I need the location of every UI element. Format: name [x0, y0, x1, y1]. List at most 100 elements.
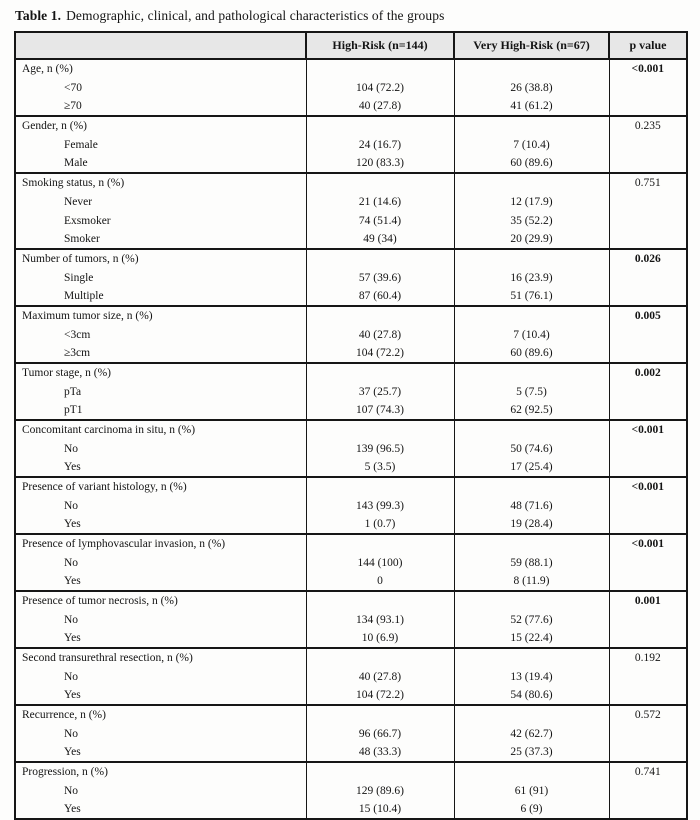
table-caption: Table 1. Demographic, clinical, and patho… [15, 8, 686, 24]
cell-p-value [608, 743, 688, 762]
cell-very-high-risk: 50 (74.6) [453, 439, 610, 458]
cell-p-value: 0.192 [608, 647, 688, 667]
cell-very-high-risk: 48 (71.6) [453, 496, 610, 515]
row-label: Yes [14, 458, 307, 477]
cell-p-value [608, 724, 688, 743]
cell-very-high-risk [453, 647, 610, 667]
group-label: Presence of lymphovascular invasion, n (… [14, 533, 307, 553]
cell-high-risk [305, 533, 455, 553]
group-label: Concomitant carcinoma in situ, n (%) [14, 419, 307, 439]
row-label: No [14, 781, 307, 800]
cell-high-risk: 40 (27.8) [305, 325, 455, 344]
row-label: No [14, 610, 307, 629]
cell-p-value [608, 154, 688, 173]
cell-p-value [608, 686, 688, 705]
cell-p-value: 0.572 [608, 704, 688, 724]
cell-p-value: 0.235 [608, 115, 688, 135]
cell-high-risk: 134 (93.1) [305, 610, 455, 629]
cell-p-value: <0.001 [608, 419, 688, 439]
cell-high-risk: 120 (83.3) [305, 154, 455, 173]
cell-very-high-risk [453, 590, 610, 610]
row-label: ≥3cm [14, 344, 307, 363]
cell-high-risk [305, 476, 455, 496]
row-label: Yes [14, 800, 307, 819]
cell-high-risk [305, 704, 455, 724]
row-label: Single [14, 268, 307, 287]
data-row: No 143 (99.3) 48 (71.6) [14, 496, 688, 515]
cell-high-risk: 57 (39.6) [305, 268, 455, 287]
cell-high-risk [305, 58, 455, 78]
cell-very-high-risk [453, 476, 610, 496]
cell-p-value [608, 439, 688, 458]
cell-very-high-risk: 6 (9) [453, 800, 610, 819]
group-label: Smoking status, n (%) [14, 172, 307, 192]
cell-high-risk: 144 (100) [305, 553, 455, 572]
cell-very-high-risk: 26 (38.8) [453, 78, 610, 97]
row-label: <70 [14, 78, 307, 97]
row-label: pT1 [14, 401, 307, 420]
cell-high-risk: 96 (66.7) [305, 724, 455, 743]
group-label: Presence of variant histology, n (%) [14, 476, 307, 496]
cell-p-value: <0.001 [608, 58, 688, 78]
cell-high-risk: 37 (25.7) [305, 382, 455, 401]
group-label: Presence of tumor necrosis, n (%) [14, 590, 307, 610]
data-row: Female 24 (16.7) 7 (10.4) [14, 135, 688, 154]
cell-p-value [608, 800, 688, 819]
cell-very-high-risk: 13 (19.4) [453, 667, 610, 686]
data-row: No 129 (89.6) 61 (91) [14, 781, 688, 800]
cell-p-value [608, 287, 688, 306]
table-header-row: High-Risk (n=144) Very High-Risk (n=67) … [14, 31, 688, 60]
data-row: Smoker 49 (34) 20 (29.9) [14, 230, 688, 249]
data-row: Multiple 87 (60.4) 51 (76.1) [14, 287, 688, 306]
cell-high-risk [305, 590, 455, 610]
cell-very-high-risk [453, 58, 610, 78]
cell-very-high-risk: 17 (25.4) [453, 458, 610, 477]
cell-very-high-risk [453, 248, 610, 268]
cell-very-high-risk: 60 (89.6) [453, 344, 610, 363]
cell-very-high-risk [453, 704, 610, 724]
table-caption-text: Demographic, clinical, and pathological … [66, 8, 445, 23]
row-label: <3cm [14, 325, 307, 344]
cell-high-risk: 10 (6.9) [305, 629, 455, 648]
data-row: No 134 (93.1) 52 (77.6) [14, 610, 688, 629]
cell-very-high-risk [453, 172, 610, 192]
cell-high-risk: 15 (10.4) [305, 800, 455, 819]
cell-p-value: 0.026 [608, 248, 688, 268]
row-label: No [14, 439, 307, 458]
row-label: Yes [14, 572, 307, 591]
cell-high-risk: 143 (99.3) [305, 496, 455, 515]
cell-very-high-risk [453, 533, 610, 553]
cell-high-risk: 104 (72.2) [305, 686, 455, 705]
header-empty-cell [14, 31, 307, 60]
cell-p-value [608, 97, 688, 116]
data-row: Yes 10 (6.9) 15 (22.4) [14, 629, 688, 648]
cell-high-risk [305, 172, 455, 192]
row-label: Yes [14, 629, 307, 648]
cell-high-risk: 129 (89.6) [305, 781, 455, 800]
group-header-row: Tumor stage, n (%) 0.002 [14, 362, 688, 382]
row-label: Yes [14, 743, 307, 762]
cell-very-high-risk [453, 419, 610, 439]
group-header-row: Second transurethral resection, n (%) 0.1… [14, 647, 688, 667]
cell-very-high-risk [453, 305, 610, 325]
cell-high-risk: 24 (16.7) [305, 135, 455, 154]
group-header-row: Concomitant carcinoma in situ, n (%) <0.0… [14, 419, 688, 439]
cell-p-value: <0.001 [608, 533, 688, 553]
cell-high-risk [305, 647, 455, 667]
data-row: Yes 5 (3.5) 17 (25.4) [14, 458, 688, 477]
row-label: ≥70 [14, 97, 307, 116]
row-label: Yes [14, 515, 307, 534]
cell-very-high-risk [453, 761, 610, 781]
cell-p-value [608, 230, 688, 249]
row-label: pTa [14, 382, 307, 401]
cell-p-value [608, 268, 688, 287]
group-label: Age, n (%) [14, 58, 307, 78]
data-row: Yes 104 (72.2) 54 (80.6) [14, 686, 688, 705]
data-row: <3cm 40 (27.8) 7 (10.4) [14, 325, 688, 344]
cell-p-value [608, 192, 688, 211]
data-row: pTa 37 (25.7) 5 (7.5) [14, 382, 688, 401]
data-row: Yes 1 (0.7) 19 (28.4) [14, 515, 688, 534]
group-header-row: Number of tumors, n (%) 0.026 [14, 248, 688, 268]
row-label: No [14, 496, 307, 515]
cell-very-high-risk: 42 (62.7) [453, 724, 610, 743]
